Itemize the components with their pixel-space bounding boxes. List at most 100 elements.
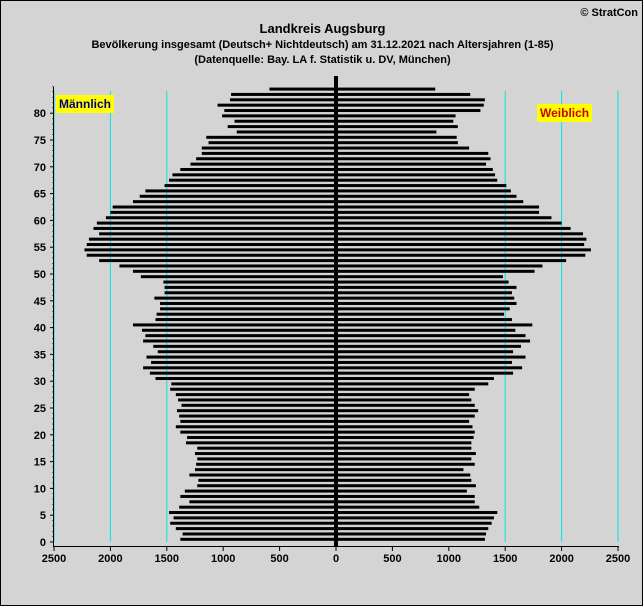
bar-male	[96, 221, 336, 225]
bar-male	[175, 527, 336, 531]
bar-male	[195, 468, 336, 472]
bar-male	[180, 167, 336, 171]
legend-female: Weiblich	[537, 104, 593, 122]
bar-female	[336, 301, 517, 305]
bar-female	[336, 92, 471, 96]
bar-female	[336, 264, 543, 268]
bar-male	[157, 350, 336, 354]
y-tick-label: 75	[34, 135, 46, 147]
bar-female	[336, 339, 531, 343]
bar-male	[160, 307, 336, 311]
bar-female	[336, 505, 480, 509]
bar-male	[179, 505, 336, 509]
bar-female	[336, 435, 474, 439]
bar-female	[336, 360, 512, 364]
bar-male	[140, 275, 336, 279]
bar-female	[336, 457, 472, 461]
bar-female	[336, 296, 515, 300]
bar-male	[86, 243, 336, 247]
bar-female	[336, 130, 437, 134]
x-tick-label: 1000	[211, 553, 235, 565]
bar-male	[155, 377, 336, 381]
bar-female	[336, 355, 526, 359]
x-tick-label: 1500	[493, 553, 517, 565]
bar-female	[336, 189, 511, 193]
bar-female	[336, 473, 471, 477]
bar-female	[336, 221, 562, 225]
bar-male	[105, 216, 336, 220]
bar-male	[110, 210, 337, 214]
bar-female	[336, 178, 498, 182]
bar-female	[336, 253, 586, 257]
bar-male	[180, 430, 336, 434]
y-tick-label: 15	[34, 457, 46, 469]
bar-female	[336, 157, 491, 161]
bar-female	[336, 243, 585, 247]
bar-female	[336, 318, 512, 322]
bar-female	[336, 446, 472, 450]
x-tick-label: 1500	[155, 553, 179, 565]
x-tick-label: 2500	[42, 553, 66, 565]
bar-male	[229, 98, 336, 102]
bar-female	[336, 500, 475, 504]
bar-male	[182, 532, 336, 536]
bar-male	[119, 264, 336, 268]
bar-male	[206, 135, 336, 139]
bar-male	[164, 184, 336, 188]
bar-female	[336, 511, 498, 515]
bar-female	[336, 307, 510, 311]
bar-male	[201, 146, 336, 150]
y-tick-label: 0	[40, 537, 46, 549]
bar-male	[180, 419, 336, 423]
bar-female	[336, 425, 473, 429]
bar-male	[175, 425, 336, 429]
chart-subtitle: Bevölkerung insgesamt (Deutsch+ Nichtdeu…	[91, 39, 554, 51]
bar-male	[172, 173, 336, 177]
bar-female	[336, 275, 503, 279]
bar-female	[336, 232, 584, 236]
bar-female	[336, 537, 485, 541]
bar-male	[145, 189, 336, 193]
bar-female	[336, 285, 517, 289]
bar-female	[336, 151, 489, 155]
bar-female	[336, 393, 470, 397]
y-tick-label: 50	[34, 269, 46, 281]
bar-female	[336, 135, 457, 139]
bar-male	[269, 87, 336, 91]
bar-male	[170, 387, 336, 391]
x-tick-label: 2500	[606, 553, 630, 565]
y-tick-label: 35	[34, 349, 46, 361]
bar-male	[175, 393, 336, 397]
y-tick-label: 10	[34, 483, 46, 495]
bar-male	[197, 457, 336, 461]
bar-male	[180, 494, 336, 498]
bar-male	[189, 473, 336, 477]
bar-male	[198, 478, 336, 482]
bar-female	[336, 226, 571, 230]
bar-male	[169, 511, 336, 515]
bar-female	[336, 532, 487, 536]
bar-male	[132, 323, 336, 327]
bar-male	[184, 489, 336, 493]
bar-female	[336, 269, 535, 273]
bar-male	[164, 285, 336, 289]
bar-male	[196, 157, 336, 161]
bar-male	[224, 109, 336, 113]
bars	[84, 87, 591, 541]
x-tick-label: 2000	[549, 553, 573, 565]
bar-female	[336, 484, 476, 488]
bar-female	[336, 382, 489, 386]
bar-male	[143, 339, 336, 343]
x-tick-label: 0	[333, 553, 339, 565]
bar-male	[217, 103, 336, 107]
bar-male	[132, 269, 336, 273]
bar-female	[336, 141, 458, 145]
bar-male	[189, 500, 336, 504]
x-tick-label: 500	[383, 553, 401, 565]
bar-female	[336, 344, 521, 348]
chart-source: (Datenquelle: Bay. LA f. Statistik u. DV…	[194, 54, 451, 66]
bar-male	[151, 360, 336, 364]
bar-male	[164, 291, 336, 295]
bar-male	[187, 435, 336, 439]
bar-male	[93, 226, 336, 230]
